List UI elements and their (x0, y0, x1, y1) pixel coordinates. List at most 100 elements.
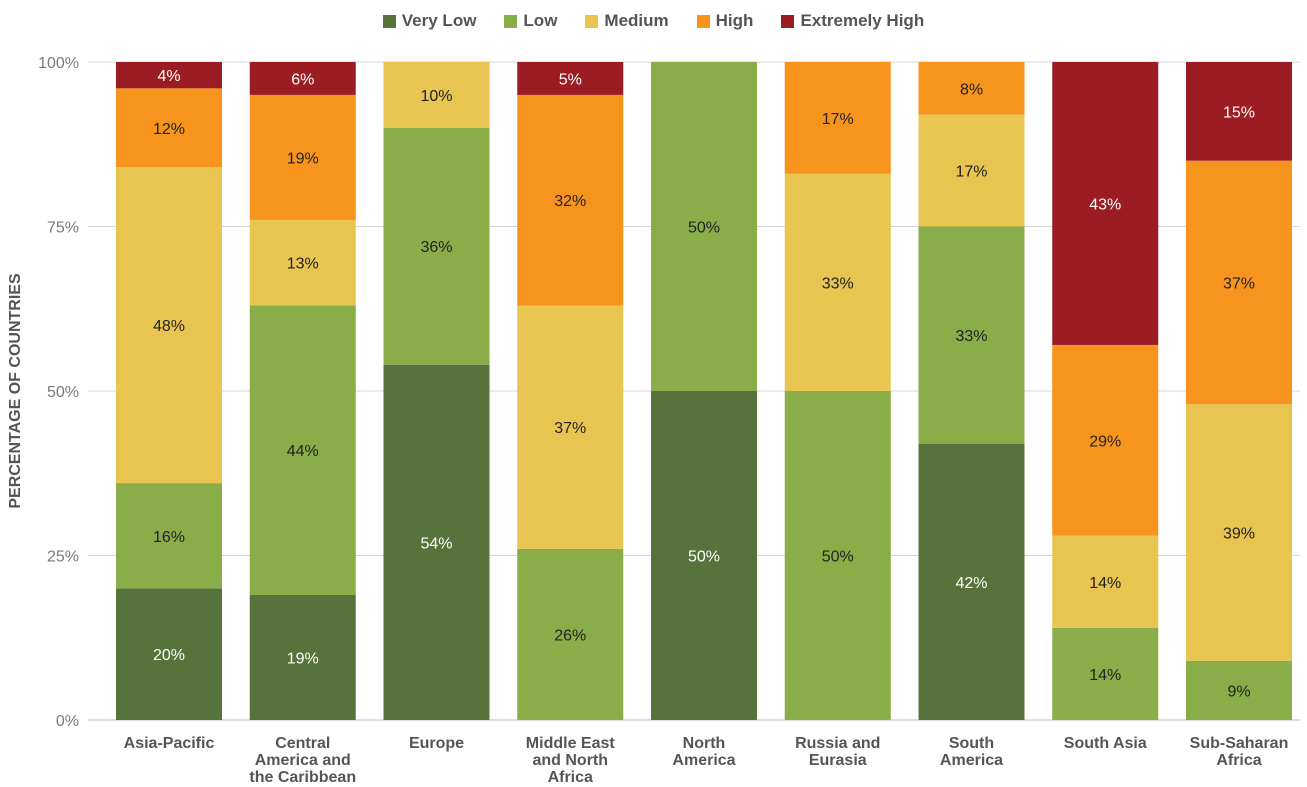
bar-segment (651, 391, 757, 720)
x-tick-label: Russia and Eurasia (795, 735, 880, 769)
legend-label-high: High (715, 11, 754, 30)
bar-value-label: 4% (157, 68, 180, 85)
bar-segment (116, 483, 222, 589)
chart-legend: Very Low Low Medium High Extremely High (0, 11, 1307, 31)
y-tick-labels: 0% 25% 50% 75% 100% (38, 55, 79, 730)
x-tick-label: North America (672, 735, 735, 769)
bar-value-label: 48% (153, 318, 185, 335)
bar-segment (116, 62, 222, 89)
bar-segment (383, 62, 490, 128)
bar-segment (517, 62, 624, 95)
bar-value-label: 20% (153, 647, 185, 664)
legend-item-low: Low (504, 11, 557, 31)
bar-value-label: 5% (559, 71, 582, 88)
x-tick-label: South Asia (1064, 735, 1147, 752)
x-tick-label: Sub-Saharan Africa (1190, 735, 1289, 769)
bar-segment (1052, 344, 1159, 536)
bar-segment (249, 305, 356, 595)
x-tick-label: Asia-Pacific (124, 735, 215, 752)
bar-segment (249, 594, 356, 720)
bar-value-label: 44% (287, 443, 319, 460)
bar-value-label: 33% (955, 328, 987, 345)
bar-segment (918, 226, 1025, 444)
bar-value-label: 39% (1223, 525, 1255, 542)
x-tick-label: Central America and the Caribbean (249, 735, 356, 786)
bar-segment (918, 114, 1025, 227)
y-tick-label: 0% (56, 713, 79, 730)
bar-value-label: 54% (420, 535, 452, 552)
legend-label-medium: Medium (604, 11, 669, 30)
bar-value-label: 6% (291, 71, 314, 88)
bar-segment (517, 548, 624, 720)
bar-labels: 20% 16% 48% 12% 4% 19% 44% 13% 19% 6% 54% 36% 10% 26%… (153, 68, 1255, 700)
bar-segment (784, 391, 891, 720)
bar-segment (1052, 535, 1159, 628)
bar-value-label: 50% (688, 549, 720, 566)
bar-value-label: 42% (955, 575, 987, 592)
legend-item-high: High (696, 11, 754, 31)
x-tick-label: Europe (409, 735, 464, 752)
legend-label-extremely-high: Extremely High (800, 11, 925, 30)
bar-segment (918, 62, 1025, 115)
bar-value-label: 17% (955, 164, 987, 181)
bar-value-label: 33% (822, 275, 854, 292)
bar-value-label: 43% (1089, 196, 1121, 213)
bar-value-label: 37% (1223, 275, 1255, 292)
bar-value-label: 37% (554, 420, 586, 437)
bar-segment (116, 167, 222, 484)
legend-label-very-low: Very Low (401, 11, 477, 30)
bar-value-label: 19% (287, 650, 319, 667)
x-tick-label: South America (940, 735, 1003, 769)
legend-swatch-extremely-high (781, 14, 795, 28)
bar-value-label: 19% (287, 150, 319, 167)
legend-swatch-low (504, 14, 518, 28)
legend-swatch-very-low (382, 14, 396, 28)
bar-value-label: 29% (1089, 433, 1121, 450)
bar-value-label: 50% (688, 220, 720, 237)
bar-value-label: 17% (822, 111, 854, 128)
bar-value-label: 9% (1227, 683, 1250, 700)
bar-value-label: 32% (554, 193, 586, 210)
bar-segment (116, 88, 222, 168)
bar-value-label: 16% (153, 529, 185, 546)
bar-segment (116, 588, 222, 720)
bar-segment (249, 219, 356, 306)
bar-segment (1052, 627, 1159, 720)
bar-segment (784, 62, 891, 174)
bar-segment (383, 364, 490, 720)
bar-segment (249, 94, 356, 220)
bar-value-label: 26% (554, 627, 586, 644)
legend-item-very-low: Very Low (382, 11, 477, 31)
bar-segment (1186, 62, 1292, 161)
bar-value-label: 36% (420, 239, 452, 256)
bar-segment (249, 62, 356, 95)
bar-segment (784, 173, 891, 391)
bar-value-label: 14% (1089, 575, 1121, 592)
bar-value-label: 50% (822, 549, 854, 566)
bars (116, 62, 1292, 720)
bar-value-label: 15% (1223, 104, 1255, 121)
y-tick-label: 75% (47, 220, 79, 237)
legend-label-low: Low (523, 11, 558, 30)
y-tick-label: 25% (47, 549, 79, 566)
bar-segment (651, 62, 757, 391)
bar-segment (383, 127, 490, 365)
legend-item-extremely-high: Extremely High (781, 11, 924, 31)
legend-item-medium: Medium (585, 11, 669, 31)
y-tick-label: 50% (47, 384, 79, 401)
bar-value-label: 8% (960, 81, 983, 98)
bar-value-label: 14% (1089, 667, 1121, 684)
bar-segment (918, 443, 1025, 720)
bar-segment (1052, 62, 1159, 345)
x-tick-labels: Asia-Pacific Central America and the Caribb… (124, 735, 1289, 786)
y-axis-label: PERCENTAGE OF COUNTRIES (7, 273, 24, 509)
bar-value-label: 10% (420, 88, 452, 105)
bar-segment (517, 94, 624, 306)
bar-value-label: 13% (287, 256, 319, 273)
bar-segment (517, 305, 624, 549)
legend-swatch-medium (585, 14, 599, 28)
bar-segment (1186, 404, 1292, 661)
bar-segment (1186, 160, 1292, 405)
bar-value-label: 12% (153, 121, 185, 138)
